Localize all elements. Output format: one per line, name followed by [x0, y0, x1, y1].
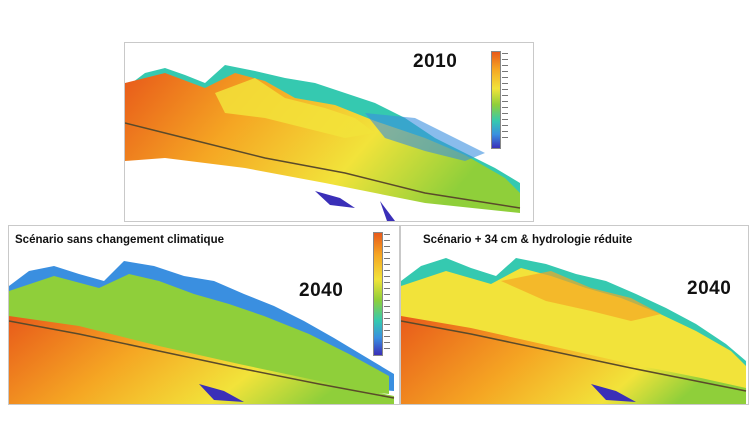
color-legend-bar — [373, 232, 383, 356]
map-panel-2010: 2010 — [124, 42, 534, 222]
year-label: 2040 — [687, 278, 731, 300]
color-legend-ticks — [502, 53, 508, 143]
map-panel-2040-sans-changement: Scénario sans changement climatique 2040 — [8, 225, 400, 405]
elevation-map-2040-b — [401, 226, 749, 405]
elevation-map-2010 — [125, 43, 534, 222]
year-label: 2010 — [413, 51, 457, 73]
map-panel-2040-34cm: Scénario + 34 cm & hydrologie réduite 20… — [400, 225, 749, 405]
scenario-title: Scénario sans changement climatique — [15, 234, 224, 246]
elevation-map-2040-a — [9, 226, 400, 405]
scenario-title: Scénario + 34 cm & hydrologie réduite — [423, 234, 632, 246]
color-legend-ticks — [384, 234, 390, 354]
year-label: 2040 — [299, 280, 343, 302]
color-legend-bar — [491, 51, 501, 149]
